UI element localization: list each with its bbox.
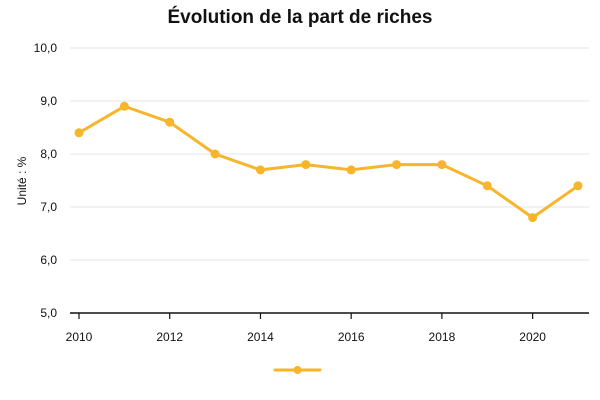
data-point	[255, 165, 265, 175]
data-point	[119, 101, 129, 111]
data-point	[301, 160, 311, 170]
x-tick-label: 2012	[156, 330, 183, 344]
y-tick-label: 8,0	[40, 147, 57, 161]
y-tick-label: 10,0	[34, 41, 58, 55]
data-point	[210, 149, 220, 159]
legend-marker	[293, 366, 302, 374]
data-point	[392, 160, 402, 170]
data-point	[346, 165, 356, 175]
ticks-layer: 10,0 9,0 8,0 7,0 6,0 5,0 2010 2012 2014 2016 2018 2…	[34, 41, 547, 344]
x-tick-label: 2018	[429, 330, 456, 344]
chart-title: Évolution de la part de riches	[167, 7, 433, 28]
x-tick-label: 2016	[338, 330, 365, 344]
series-line	[77, 104, 580, 220]
y-axis-label-group: Unité : %	[15, 156, 29, 205]
grid-layer	[70, 47, 589, 314]
data-point	[528, 213, 538, 223]
data-point	[437, 160, 447, 170]
legend	[273, 366, 322, 374]
y-tick-label: 5,0	[40, 306, 57, 320]
data-point	[573, 181, 583, 191]
x-tick-label: 2014	[247, 330, 274, 344]
x-tick-label: 2020	[519, 330, 546, 344]
y-tick-label: 6,0	[40, 253, 57, 267]
y-axis-label: Unité : %	[15, 156, 29, 205]
data-point	[74, 128, 84, 138]
y-tick-label: 7,0	[40, 200, 57, 214]
x-tick-label: 2010	[66, 330, 93, 344]
y-tick-label: 9,0	[40, 94, 57, 108]
axes-layer	[70, 312, 589, 319]
data-point	[165, 117, 175, 127]
series-layer	[74, 101, 583, 223]
data-point	[482, 181, 492, 191]
